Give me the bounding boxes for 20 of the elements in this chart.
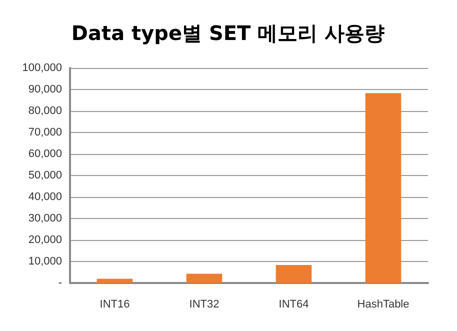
bar — [186, 274, 222, 283]
chart-title: Data type별 SET 메모리 사용량 — [71, 21, 385, 45]
y-tick-label: 10,000 — [28, 256, 62, 268]
x-tick-label: INT32 — [189, 298, 220, 310]
x-tick-label: HashTable — [357, 298, 410, 310]
y-tick-label: 100,000 — [22, 62, 62, 74]
x-tick-label: INT16 — [100, 298, 130, 310]
y-tick-label: 20,000 — [28, 234, 62, 246]
y-tick-label: 60,000 — [28, 148, 62, 160]
bar — [365, 93, 402, 283]
x-tick-label: INT64 — [278, 298, 309, 310]
y-tick-label: 40,000 — [28, 191, 62, 203]
bar — [276, 264, 312, 283]
y-tick-label: 80,000 — [28, 105, 62, 117]
y-tick-label: - — [58, 277, 62, 289]
y-tick-label: 30,000 — [28, 212, 62, 224]
y-tick-label: 50,000 — [28, 170, 62, 182]
y-tick-label: 70,000 — [28, 126, 62, 138]
bar — [96, 278, 133, 283]
y-tick-label: 90,000 — [28, 84, 62, 96]
